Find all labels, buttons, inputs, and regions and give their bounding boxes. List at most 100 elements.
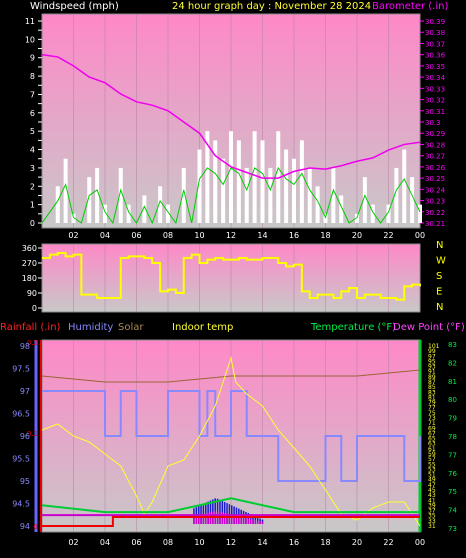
solar-bar — [223, 513, 226, 524]
tick-label: 95 — [428, 358, 436, 365]
solar-legend: Solar — [118, 322, 144, 333]
tick-label: 33 — [428, 518, 436, 525]
tick-label: 30.35 — [425, 63, 445, 71]
wind-gust-line — [41, 166, 421, 225]
tick-label: 75 — [428, 410, 436, 417]
wind-bar — [95, 167, 100, 223]
solar-bar — [240, 516, 242, 524]
solar-bar — [221, 512, 224, 524]
tick-label: 99 — [428, 348, 436, 355]
wind-bar — [181, 167, 186, 223]
tick-label: 96.5 — [12, 410, 30, 419]
solar-bar — [261, 521, 264, 524]
tick-label: 59 — [428, 451, 436, 458]
hour-tick-label: 12 — [226, 231, 236, 240]
tick-label: 37 — [428, 508, 436, 515]
solar-bar — [249, 519, 252, 524]
solar-line — [41, 369, 421, 383]
hour-tick-label: 02 — [68, 538, 78, 547]
hour-tick-label: 12 — [226, 538, 236, 547]
solar-bar — [209, 512, 212, 524]
tick-label: 98 — [20, 342, 30, 351]
tick-label: 30.3 — [425, 119, 441, 127]
tick-label: 73 — [448, 525, 457, 533]
tick-label: 97.5 — [12, 365, 30, 374]
tick-label: 95 — [20, 477, 30, 486]
tick-label: 39 — [428, 502, 436, 509]
solar-bar — [205, 502, 207, 524]
tick-label: 83 — [448, 341, 457, 349]
tick-label: 51 — [428, 472, 436, 479]
wind-bar — [402, 149, 407, 223]
hour-tick-label: 10 — [194, 538, 204, 547]
solar-bar — [238, 516, 240, 524]
hour-tick-label: 14 — [257, 231, 267, 240]
tick-label: 30.22 — [425, 209, 445, 217]
tick-label: 30.25 — [425, 175, 445, 183]
solar-bar — [231, 514, 233, 524]
wind-bar — [307, 167, 312, 223]
solar-bar — [254, 520, 257, 524]
hour-tick-label: 18 — [320, 538, 330, 547]
wind-bar — [221, 158, 226, 223]
temperature-line — [41, 497, 420, 514]
hour-tick-label: 14 — [257, 538, 267, 547]
tick-label: 97 — [20, 387, 30, 396]
tick-label: 96 — [20, 432, 30, 441]
tick-label: 81 — [448, 378, 457, 386]
wind-bar — [355, 213, 359, 223]
solar-bar — [202, 513, 205, 524]
tick-label: 87 — [428, 379, 436, 386]
humidity-line — [42, 390, 421, 482]
wind-bar — [63, 158, 68, 223]
tick-label: 30.34 — [425, 74, 446, 82]
tick-label: 94 — [20, 522, 30, 531]
tick-label: 83 — [428, 389, 436, 396]
wind-bar — [71, 213, 76, 223]
tick-label: 0 — [32, 304, 37, 313]
tick-label: 30.36 — [425, 52, 446, 60]
wind-bar — [284, 149, 289, 223]
tick-label: 360 — [22, 244, 37, 253]
compass-label: N — [436, 302, 443, 313]
tick-label: 30.37 — [425, 40, 445, 48]
wind-bar — [362, 177, 367, 223]
tick-label: 11 — [25, 17, 35, 26]
hour-tick-label: 06 — [131, 538, 141, 547]
hour-tick-label: 22 — [383, 538, 393, 547]
hour-tick-label: 08 — [163, 231, 173, 240]
compass-label: W — [436, 256, 446, 267]
tick-label: 10 — [25, 35, 35, 44]
solar-bar — [226, 513, 228, 524]
dewpoint-legend: Dew Point (°F) — [393, 322, 465, 333]
wind-bar — [315, 186, 320, 223]
wind-bar — [166, 204, 170, 223]
tick-label: 3 — [30, 164, 35, 173]
solar-bar — [193, 516, 195, 524]
tick-label: 85 — [428, 384, 436, 391]
compass-label: E — [436, 287, 442, 298]
tick-label: 90 — [27, 289, 37, 298]
tick-label: 63 — [428, 441, 436, 448]
tick-label: 41 — [428, 497, 436, 504]
tick-label: 30.39 — [425, 18, 445, 26]
tick-label: 78 — [448, 433, 457, 441]
windspeed-axis-title: Windspeed (mph) — [30, 1, 119, 12]
wind-bar — [55, 186, 60, 223]
tick-label: 80 — [448, 396, 457, 404]
solar-bar — [256, 520, 259, 524]
tick-label: 61 — [428, 446, 436, 453]
tick-label: 30.24 — [425, 186, 446, 194]
tick-label: 30.23 — [425, 198, 445, 206]
hour-tick-label: 10 — [194, 231, 204, 240]
tick-label: 57 — [428, 456, 436, 463]
tick-label: 0.2 — [27, 339, 38, 347]
tick-label: 31 — [428, 523, 436, 530]
tick-label: 65 — [428, 436, 436, 443]
solar-bar — [254, 516, 257, 524]
tick-label: 95.5 — [12, 455, 30, 464]
tick-label: 79 — [428, 400, 436, 407]
tick-label: 6 — [30, 109, 35, 118]
solar-bar — [195, 515, 198, 524]
